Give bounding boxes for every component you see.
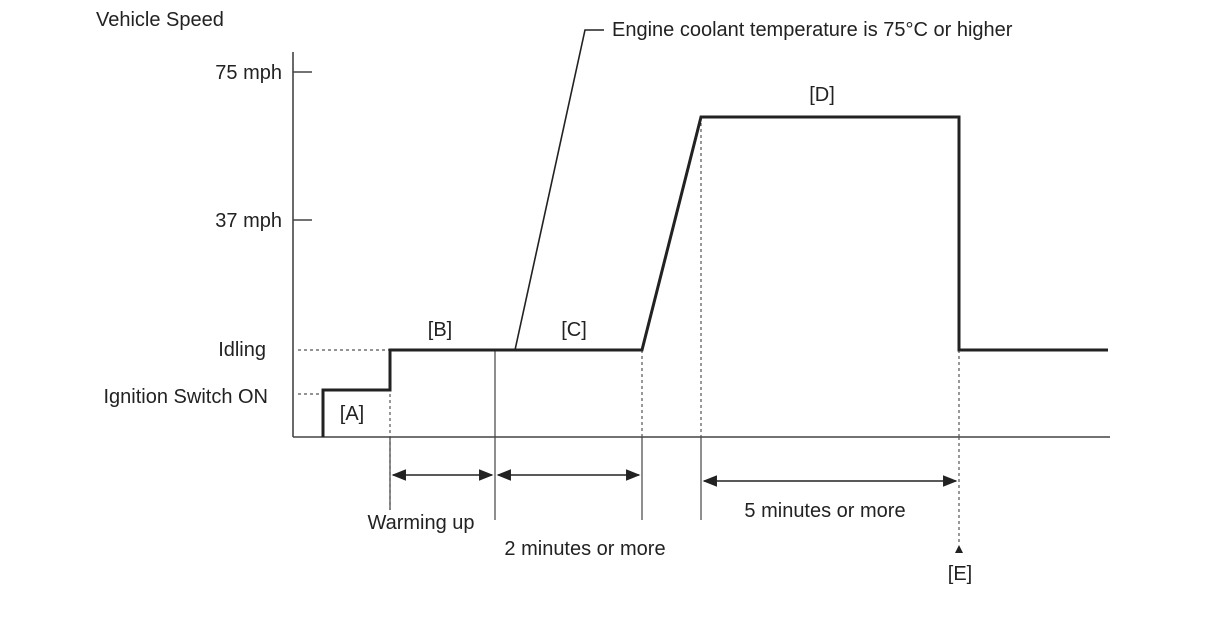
segment-a-label: [A] — [340, 403, 364, 425]
vehicle-speed-trace — [321, 115, 1108, 437]
segment-c-label: [C] — [561, 319, 587, 341]
segment-d-label: [D] — [809, 84, 835, 106]
label-37-mph: 37 mph — [215, 210, 282, 232]
segment-b-label: [B] — [428, 319, 452, 341]
label-ignition-on: Ignition Switch ON — [103, 386, 268, 408]
point-e-arrow-icon — [955, 545, 963, 553]
y-axis-title: Vehicle Speed — [96, 9, 224, 31]
label-idling: Idling — [218, 339, 266, 361]
warming-up-label: Warming up — [367, 512, 474, 534]
five-minutes-label: 5 minutes or more — [744, 500, 905, 522]
two-minutes-label: 2 minutes or more — [504, 538, 665, 560]
segment-e-label: [E] — [948, 563, 972, 585]
coolant-leader-line — [514, 29, 604, 351]
label-75-mph: 75 mph — [215, 62, 282, 84]
coolant-annotation: Engine coolant temperature is 75°C or hi… — [612, 19, 1013, 41]
